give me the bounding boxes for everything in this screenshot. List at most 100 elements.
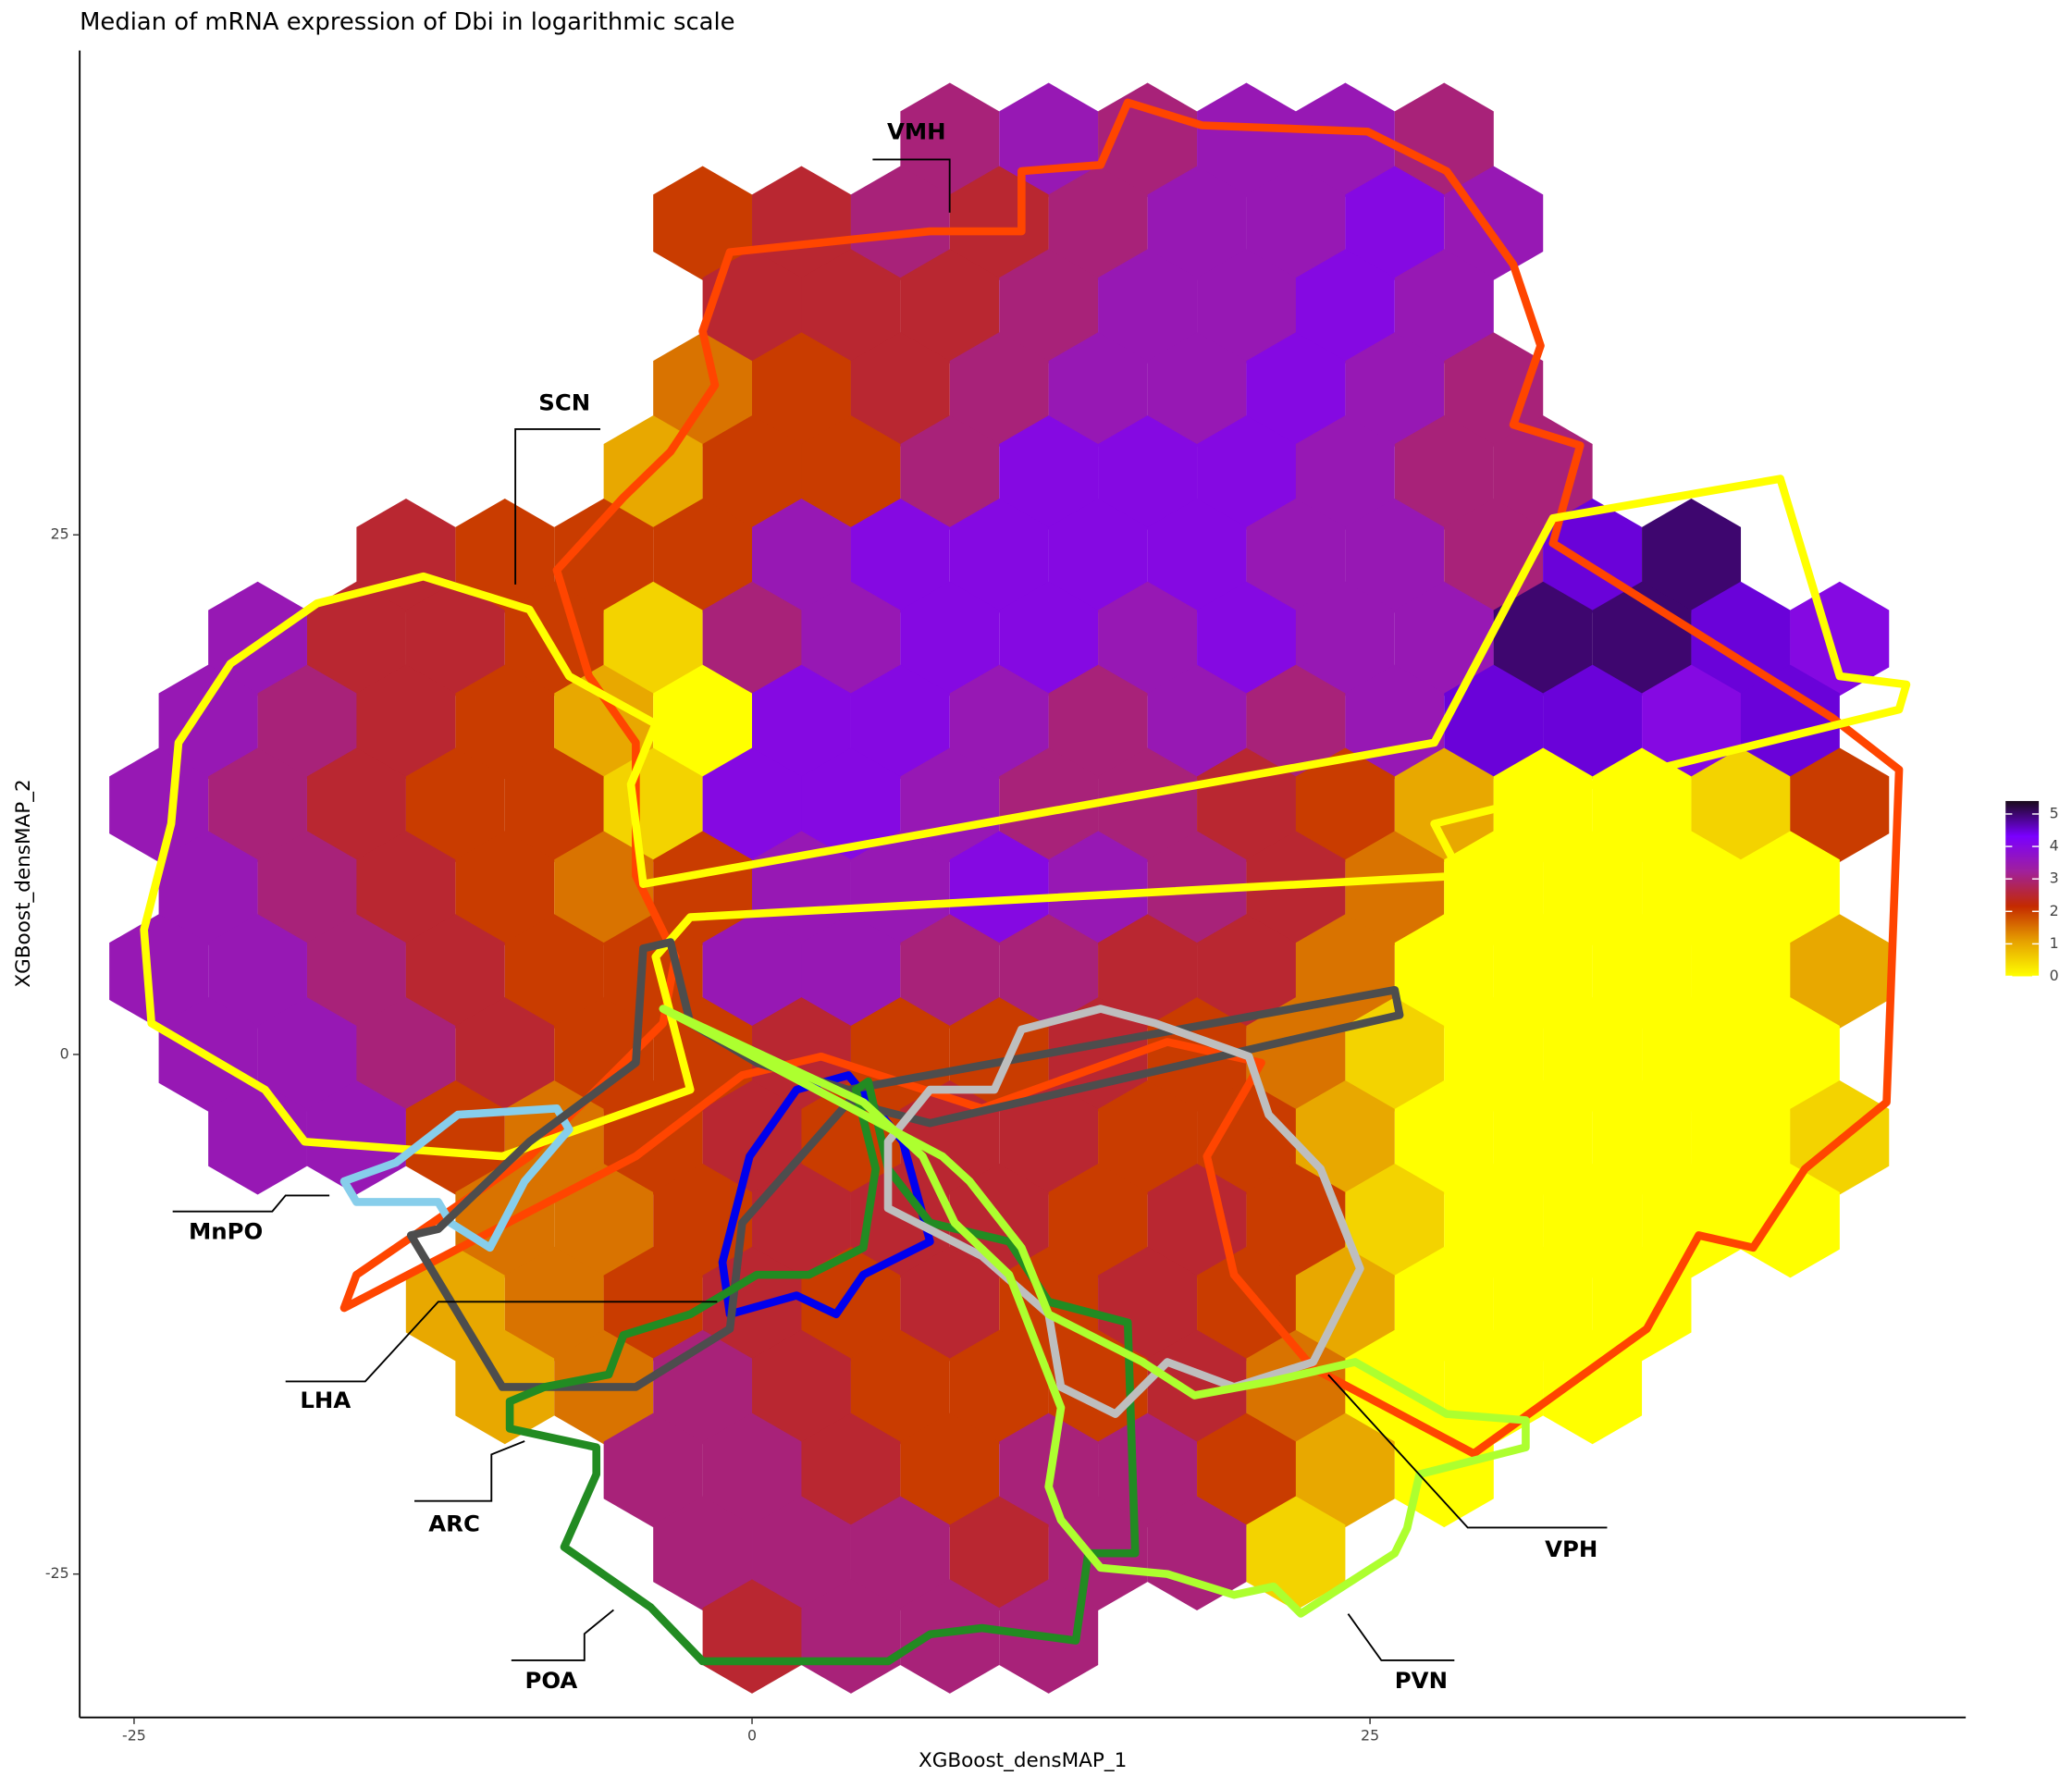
hexbin (850, 498, 950, 613)
hexbin (900, 1579, 1000, 1694)
hexbin (1740, 997, 1840, 1112)
hexbin (752, 1163, 851, 1278)
hexbin (1048, 664, 1148, 780)
hexbin (850, 166, 950, 280)
colorbar-label: 2 (2050, 902, 2059, 919)
region-label: VMH (887, 118, 946, 145)
hexbin (900, 415, 1000, 530)
hexbin (1048, 498, 1148, 613)
hexbin (752, 166, 851, 280)
hexbin (1543, 831, 1643, 945)
hex-layer (109, 82, 1890, 1694)
hexbin (900, 914, 1000, 1029)
hexbin (949, 664, 1049, 780)
hexbin (752, 1329, 851, 1445)
hexbin (999, 249, 1099, 364)
hexbin (949, 1329, 1049, 1445)
hexbin (158, 831, 258, 945)
hexbin (1048, 1163, 1148, 1278)
hexbin (1345, 166, 1445, 280)
y-axis-title: XGBoost_densMAP_2 (12, 779, 35, 987)
x-tick-label: -25 (122, 1726, 146, 1744)
hexbin (1543, 997, 1643, 1112)
hexbin (1394, 1080, 1494, 1195)
region-outline (140, 475, 1911, 1161)
hexbin (109, 747, 209, 862)
hexbin (158, 664, 258, 780)
leader-line (172, 1194, 330, 1213)
hexbin (653, 1496, 753, 1610)
colorbar-label: 3 (2050, 870, 2059, 887)
colorbar-label: 1 (2050, 934, 2059, 952)
hexbin (752, 1496, 851, 1610)
y-tick-label: 0 (60, 1044, 69, 1062)
hexbin (999, 914, 1099, 1029)
hexbin (702, 1412, 802, 1528)
hexbin (1098, 581, 1198, 697)
hexbin (1197, 1246, 1297, 1362)
hexbin (405, 581, 505, 697)
hexbin (1592, 1080, 1692, 1195)
hexbin (603, 1412, 703, 1528)
hexbin (949, 1496, 1049, 1610)
chart-title: Median of mRNA expression of Dbi in loga… (80, 8, 734, 36)
region-label: ARC (428, 1511, 480, 1537)
x-tick-label: 0 (747, 1726, 757, 1744)
hexbin (1048, 997, 1148, 1112)
hexbin (1642, 498, 1742, 613)
hexbin (257, 664, 357, 780)
hexbin (1543, 1163, 1643, 1278)
hexbin (1444, 997, 1544, 1112)
hexbin (1246, 1496, 1346, 1610)
hexbin (801, 747, 901, 862)
hexbin (1493, 1246, 1593, 1362)
hexbin (1197, 249, 1297, 364)
hexbin (455, 664, 555, 780)
leader-line (414, 1440, 525, 1502)
hexbin (1246, 498, 1346, 613)
hexbin (1592, 1246, 1692, 1362)
hexbin (1295, 581, 1395, 697)
colorbar-label: 5 (2050, 804, 2059, 821)
hexbin (455, 997, 555, 1112)
hexbin (752, 332, 851, 447)
colorbar (2005, 800, 2040, 977)
hexbin (1691, 1080, 1791, 1195)
hexbin (1444, 831, 1544, 945)
hexbin (554, 831, 654, 945)
hexbin (1048, 166, 1148, 280)
hexbin (1048, 831, 1148, 945)
hexbin (1147, 332, 1247, 447)
leader-line (1327, 1374, 1608, 1529)
hexbin (1295, 82, 1395, 198)
region-layer (140, 98, 1911, 1666)
hexbin (1394, 249, 1494, 364)
hexbin (1493, 1080, 1593, 1195)
hexbin (356, 664, 456, 780)
hexbin (1543, 664, 1643, 780)
hexbin (306, 747, 406, 862)
hexbin (504, 1246, 604, 1362)
leader-line (1347, 1613, 1455, 1661)
hexbin (405, 1080, 505, 1195)
hexbin (801, 1246, 901, 1362)
hexbin (554, 664, 654, 780)
leader-line (511, 1609, 614, 1661)
hexbin (306, 914, 406, 1029)
hexbin (1295, 415, 1395, 530)
hexbin (1592, 914, 1692, 1029)
hexbin (1246, 1163, 1346, 1278)
hexbin (999, 747, 1099, 862)
leader-line (285, 1301, 718, 1383)
hexbin (999, 1080, 1099, 1195)
hexbin (405, 914, 505, 1029)
hexbin (850, 1329, 950, 1445)
hexbin (949, 498, 1049, 613)
hexbin (1493, 581, 1593, 697)
hexbin (999, 581, 1099, 697)
hexbin (1147, 166, 1247, 280)
hexbin (1394, 581, 1494, 697)
hexbin (1345, 1163, 1445, 1278)
hexbin (1246, 332, 1346, 447)
